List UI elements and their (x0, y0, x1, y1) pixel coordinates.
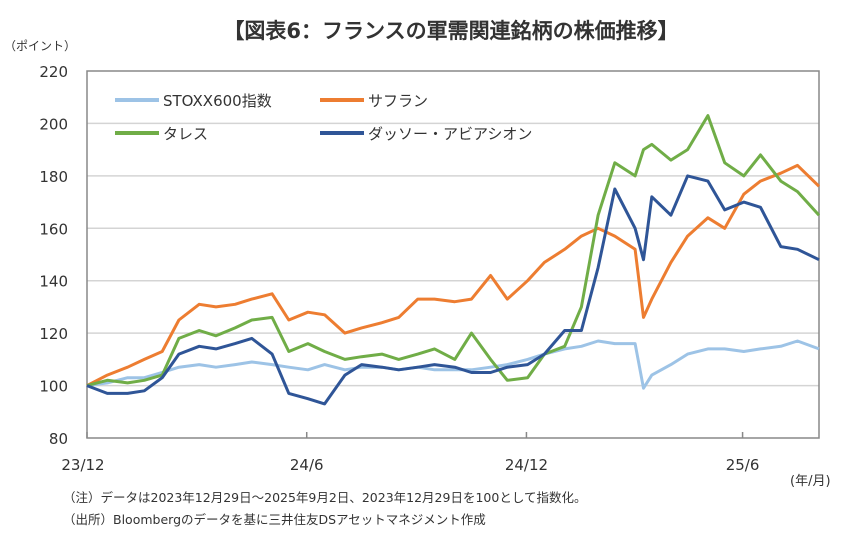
legend-label: STOXX600指数 (163, 92, 272, 110)
legend-label: タレス (163, 125, 208, 143)
y-tick-label: 140 (39, 273, 68, 291)
y-axis-label: （ポイント） (4, 39, 76, 53)
y-tick-label: 220 (39, 63, 68, 81)
legend-item: STOXX600指数 (115, 92, 272, 110)
legend-label: サフラン (368, 92, 428, 110)
plot-area-border (86, 70, 820, 439)
x-tick-label: 23/12 (61, 456, 104, 474)
series-line-2 (86, 114, 821, 388)
chart-title: 【図表6：フランスの軍需関連銘柄の株価推移】 (223, 19, 678, 43)
x-tick-label: 24/12 (505, 456, 548, 474)
y-tick-label: 80 (49, 430, 68, 448)
legend-item: ダッソー・アビアシオン (320, 125, 532, 143)
series-line-3 (86, 174, 820, 406)
x-tick-label: 25/6 (726, 456, 760, 474)
legend-item: タレス (115, 125, 208, 143)
note-line-2: （出所）Bloombergのデータを基に三井住友DSアセットマネジメント作成 (63, 512, 486, 527)
series-line-1 (86, 163, 821, 387)
x-tick-label: 24/6 (290, 456, 324, 474)
legend-item: サフラン (320, 92, 428, 110)
y-tick-label: 120 (39, 325, 68, 343)
y-tick-label: 160 (39, 220, 68, 238)
note-line-1: （注）データは2023年12月29日～2025年9月2日、2023年12月29日… (63, 490, 586, 505)
y-tick-label: 100 (39, 378, 68, 396)
x-axis-label: (年/月) (790, 474, 831, 489)
legend-label: ダッソー・アビアシオン (368, 125, 532, 143)
y-tick-label: 180 (39, 168, 68, 186)
y-tick-label: 200 (39, 115, 68, 133)
